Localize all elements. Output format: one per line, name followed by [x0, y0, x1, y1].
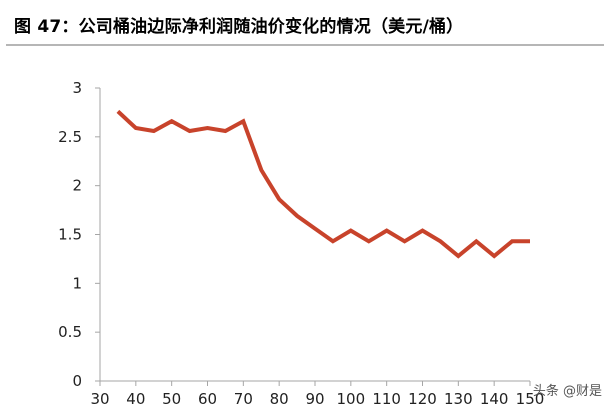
title-divider [6, 44, 604, 46]
y-tick-label: 2 [72, 177, 82, 195]
figure-title: 图 47：公司桶油边际净利润随油价变化的情况（美元/桶） [14, 17, 464, 37]
series-lines [116, 109, 531, 259]
x-tick-label: 50 [162, 390, 181, 408]
y-tick-label: 2.5 [58, 128, 82, 146]
y-tick-label: 0 [72, 372, 82, 390]
x-tick-label: 120 [408, 390, 437, 408]
y-tick-label: 3 [72, 79, 82, 97]
x-tick-label: 40 [126, 390, 145, 408]
watermark: 头条 @财是 [532, 384, 602, 399]
series-line [116, 109, 530, 259]
chart-axes [99, 88, 530, 382]
x-tick-label: 100 [337, 390, 366, 408]
x-tick-label: 70 [234, 390, 253, 408]
y-tick-label: 0.5 [58, 323, 82, 341]
y-tick-labels: 0 0.5 1 1.5 2 2.5 3 [58, 79, 100, 390]
x-tick-label: 140 [480, 390, 509, 408]
x-tick-labels: 30 40 50 60 70 80 90 100 110 120 130 140 150 [90, 381, 544, 408]
x-tick-label: 110 [372, 390, 401, 408]
y-tick-label: 1.5 [58, 226, 82, 244]
x-tick-label: 130 [444, 390, 473, 408]
source-note-strip [0, 407, 610, 415]
x-tick-label: 90 [305, 390, 324, 408]
x-tick-label: 150 [516, 390, 545, 408]
x-tick-label: 60 [198, 390, 217, 408]
x-tick-label: 30 [90, 390, 109, 408]
y-tick-label: 1 [72, 274, 82, 292]
x-tick-label: 80 [270, 390, 289, 408]
